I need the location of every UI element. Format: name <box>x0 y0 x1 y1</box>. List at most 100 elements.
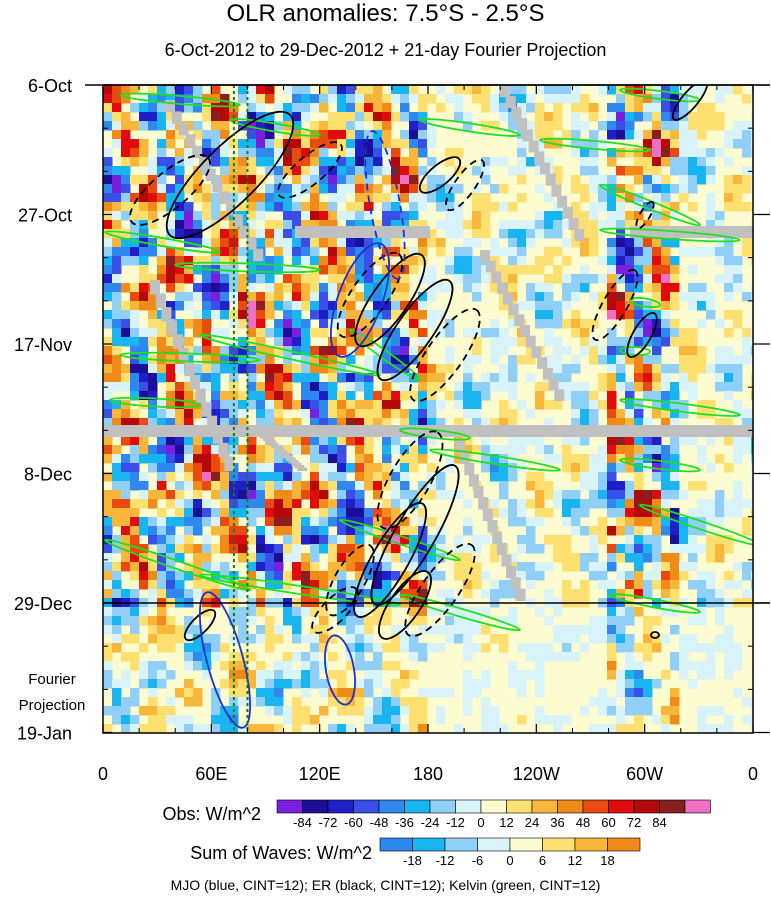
heatmap-cell <box>661 463 671 473</box>
heatmap-cell <box>328 652 338 662</box>
heatmap-cell <box>607 724 617 733</box>
heatmap-cell <box>418 508 428 518</box>
heatmap-cell <box>319 283 329 293</box>
heatmap-cell <box>436 238 446 248</box>
heatmap-cell <box>733 193 743 203</box>
heatmap-cell <box>544 193 554 203</box>
heatmap-cell <box>715 607 725 617</box>
kelvin-contour <box>539 137 651 153</box>
heatmap-cell <box>382 292 392 302</box>
heatmap-cell <box>580 247 590 257</box>
heatmap-cell <box>706 166 716 176</box>
heatmap-cell <box>526 94 536 104</box>
heatmap-cell <box>535 571 545 581</box>
heatmap-cell <box>310 382 320 392</box>
heatmap-cell <box>130 616 140 626</box>
heatmap-cell <box>427 382 437 392</box>
heatmap-cell <box>202 355 212 365</box>
heatmap-cell <box>310 526 320 536</box>
heatmap-cell <box>238 247 248 257</box>
heatmap-cell <box>103 418 113 428</box>
heatmap-cell <box>517 148 527 158</box>
heatmap-cell <box>715 121 725 131</box>
heatmap-cell <box>247 328 257 338</box>
heatmap-cell <box>139 157 149 167</box>
heatmap-cell <box>175 625 185 635</box>
heatmap-cell <box>157 274 167 284</box>
heatmap-cell <box>697 301 707 311</box>
heatmap-cell <box>670 274 680 284</box>
heatmap-cell <box>670 202 680 212</box>
heatmap-cell <box>607 238 617 248</box>
heatmap-cell <box>472 643 482 653</box>
heatmap-cell <box>175 292 185 302</box>
heatmap-cell <box>175 382 185 392</box>
heatmap-cell <box>400 274 410 284</box>
heatmap-cell <box>634 130 644 140</box>
heatmap-cell <box>283 706 293 716</box>
heatmap-cell <box>616 238 626 248</box>
heatmap-cell <box>247 454 257 464</box>
heatmap-cell <box>292 472 302 482</box>
heatmap-cell <box>373 94 383 104</box>
heatmap-cell <box>148 211 158 221</box>
heatmap-cell <box>571 634 581 644</box>
heatmap-cell <box>688 517 698 527</box>
heatmap-cell <box>148 589 158 599</box>
heatmap-cell <box>310 445 320 455</box>
heatmap-cell <box>220 418 230 428</box>
heatmap-cell <box>607 355 617 365</box>
heatmap-cell <box>148 373 158 383</box>
heatmap-cell <box>373 256 383 266</box>
heatmap-cell <box>463 445 473 455</box>
heatmap-cell <box>175 220 185 230</box>
heatmap-cell <box>193 193 203 203</box>
heatmap-cell <box>724 544 734 554</box>
heatmap-cell <box>643 103 653 113</box>
heatmap-cell <box>409 526 419 536</box>
heatmap-cell <box>598 499 608 509</box>
heatmap-cell <box>274 373 284 383</box>
heatmap-cell <box>355 607 365 617</box>
heatmap-cell <box>328 697 338 707</box>
heatmap-cell <box>211 355 221 365</box>
heatmap-cell <box>589 472 599 482</box>
heatmap-cell <box>202 652 212 662</box>
heatmap-cell <box>103 508 113 518</box>
heatmap-cell <box>400 328 410 338</box>
heatmap-cell <box>202 607 212 617</box>
heatmap-cell <box>265 292 275 302</box>
heatmap-cell <box>157 418 167 428</box>
heatmap-cell <box>643 616 653 626</box>
heatmap-cell <box>265 697 275 707</box>
heatmap-cell <box>373 679 383 689</box>
heatmap-cell <box>319 166 329 176</box>
heatmap-cell <box>544 355 554 365</box>
heatmap-cell <box>580 229 590 239</box>
heatmap-cell <box>112 643 122 653</box>
heatmap-cell <box>265 553 275 563</box>
heatmap-cell <box>166 400 176 410</box>
y-tick-label: 27-Oct <box>18 206 72 226</box>
heatmap-cell <box>463 283 473 293</box>
er-contour <box>376 278 454 382</box>
heatmap-cell <box>616 418 626 428</box>
heatmap-cell <box>553 103 563 113</box>
heatmap-cell <box>697 157 707 167</box>
heatmap-cell <box>391 688 401 698</box>
heatmap-cell <box>625 652 635 662</box>
y-tick-label: 6-Oct <box>28 76 72 96</box>
heatmap-cell <box>742 130 752 140</box>
heatmap-cell <box>238 256 248 266</box>
heatmap-cell <box>724 157 734 167</box>
heatmap-cell <box>544 310 554 320</box>
heatmap-cell <box>409 247 419 257</box>
heatmap-cell <box>598 535 608 545</box>
heatmap-cell <box>301 571 311 581</box>
legend-swatch <box>455 799 482 814</box>
heatmap-cell <box>184 643 194 653</box>
heatmap-cell <box>256 688 266 698</box>
heatmap-cell <box>364 436 374 446</box>
heatmap-cell <box>283 202 293 212</box>
heatmap-cell <box>661 103 671 113</box>
